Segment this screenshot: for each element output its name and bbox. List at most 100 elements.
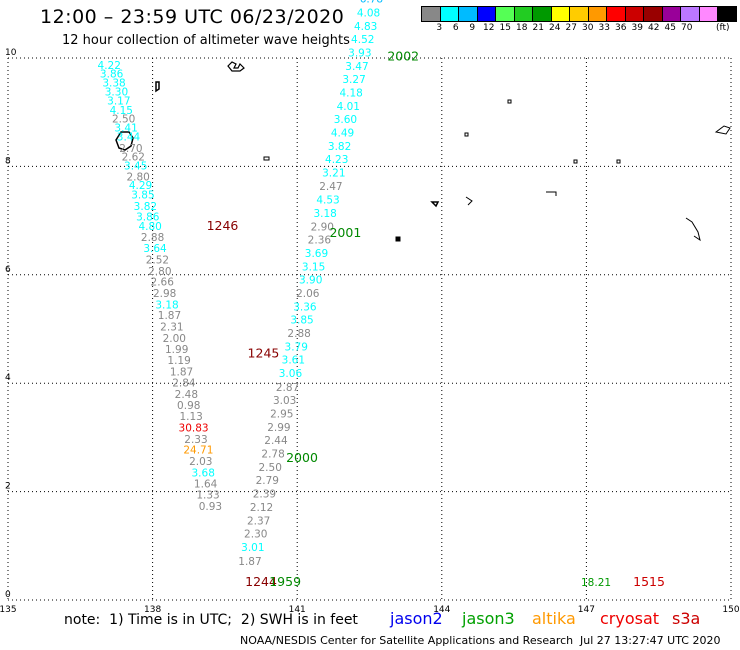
wave-height-point: 2.33 xyxy=(184,434,207,446)
wave-height-point: 2.88 xyxy=(141,232,164,244)
wave-height-point: 3.47 xyxy=(345,61,368,73)
wave-height-point: 4.15 xyxy=(110,105,133,117)
wave-height-point: 18.21 xyxy=(581,577,611,589)
wave-height-point: 2.50 xyxy=(259,462,282,474)
island xyxy=(227,61,245,72)
wave-height-point: 1.87 xyxy=(238,556,261,568)
wave-height-point: 3.38 xyxy=(102,78,125,90)
x-tick-label: 150 xyxy=(722,605,739,615)
colorbar-tick-label: 15 xyxy=(499,23,511,33)
wave-height-point: 4.83 xyxy=(354,21,377,33)
legend-cryosat: cryosat xyxy=(600,609,660,628)
wave-height-point: 3.69 xyxy=(305,248,328,260)
island xyxy=(714,125,731,135)
wave-height-point: 3.17 xyxy=(107,96,130,108)
wave-height-point: 4.08 xyxy=(357,7,380,19)
island xyxy=(465,196,473,206)
colorbar-tick-label: 39 xyxy=(631,23,643,33)
x-tick-label: 138 xyxy=(144,605,161,615)
legend-jason3: jason3 xyxy=(462,609,515,628)
footer-note: note: 1) Time is in UTC; 2) SWH is in fe… xyxy=(64,612,358,628)
wave-height-point: 4.22 xyxy=(98,60,121,72)
wave-height-point: 3.90 xyxy=(299,274,322,286)
wave-height-point: 4.23 xyxy=(325,154,348,166)
colorbar-tick-label: 70 xyxy=(681,23,693,33)
y-tick-label: 0 xyxy=(5,590,11,600)
colorbar-tick-label: 36 xyxy=(615,23,627,33)
colorbar-tick-label: 6 xyxy=(452,23,459,33)
colorbar-tick-label: 18 xyxy=(516,23,528,33)
island xyxy=(263,156,270,161)
wave-height-point: 3.60 xyxy=(334,114,357,126)
wave-height-point: 2.31 xyxy=(160,322,183,334)
wave-height-point: 2.62 xyxy=(122,151,145,163)
wave-height-point: 1.99 xyxy=(165,344,188,356)
wave-height-point: 1.87 xyxy=(170,367,193,379)
wave-height-point: 2.36 xyxy=(308,234,332,246)
wave-height-point: 3.82 xyxy=(134,201,157,213)
island xyxy=(685,217,701,242)
wave-height-point: 1.33 xyxy=(196,490,219,502)
chart-title: 12:00 – 23:59 UTC 06/23/2020 xyxy=(40,6,345,28)
wave-height-point: 4.01 xyxy=(337,101,360,113)
wave-height-point: 2.90 xyxy=(311,221,334,233)
wave-height-point: 3.01 xyxy=(241,542,264,554)
wave-height-point: 2.84 xyxy=(172,377,196,389)
island xyxy=(464,132,469,137)
x-tick-label: 147 xyxy=(578,605,595,615)
colorbar-tick-label: 3 xyxy=(436,23,443,33)
wave-height-point: 4.53 xyxy=(316,194,339,206)
island xyxy=(573,159,578,164)
wave-height-point: 2.39 xyxy=(253,489,276,501)
wave-height-point: 2.06 xyxy=(296,288,320,300)
wave-height-point: 4.18 xyxy=(339,87,362,99)
wave-height-point: 3.93 xyxy=(348,47,371,59)
island xyxy=(155,81,160,93)
wave-height-point: 3.82 xyxy=(328,141,351,153)
wave-height-point: 3.79 xyxy=(285,342,308,354)
wave-height-point: 3.18 xyxy=(313,208,336,220)
wave-height-point: 3.27 xyxy=(342,74,365,86)
colorbar-tick-label: 30 xyxy=(582,23,594,33)
legend-s3a: s3a xyxy=(672,609,701,628)
island xyxy=(430,201,440,208)
colorbar-tick-label: 9 xyxy=(469,23,476,33)
wave-height-point: 3.30 xyxy=(105,86,128,98)
data-marks: 4.223.863.383.303.174.152.503.413.442.70… xyxy=(98,0,665,589)
wave-height-point: 3.64 xyxy=(143,243,167,255)
wave-height-point: 24.71 xyxy=(183,445,213,457)
wave-height-point: 30.83 xyxy=(179,422,209,434)
chart-subtitle: 12 hour collection of altimeter wave hei… xyxy=(62,33,350,48)
y-tick-label: 2 xyxy=(5,482,11,492)
pass-time-label: 1959 xyxy=(269,574,301,589)
wave-height-point: 3.03 xyxy=(273,395,296,407)
wave-height-point: 2.47 xyxy=(319,181,342,193)
wave-height-point: 2.66 xyxy=(151,277,175,289)
wave-height-point: 3.68 xyxy=(192,467,215,479)
wave-height-point: 3.86 xyxy=(136,212,160,224)
x-tick-label: 144 xyxy=(433,605,450,615)
colorbar-tick-label: 33 xyxy=(598,23,610,33)
wave-height-point: 4.80 xyxy=(138,221,161,233)
colorbar xyxy=(421,6,737,22)
colorbar-unit: (ft) xyxy=(716,23,730,33)
wave-height-point: 1.19 xyxy=(167,355,190,367)
wave-height-point: 3.85 xyxy=(290,315,313,327)
wave-height-point: 2.80 xyxy=(148,266,171,278)
wave-height-point: 1.64 xyxy=(194,478,218,490)
wave-height-point: 2.99 xyxy=(267,422,290,434)
wave-height-point: 3.86 xyxy=(100,69,124,81)
wave-height-point: 1.13 xyxy=(179,411,202,423)
legend-altika: altika xyxy=(532,609,576,628)
pass-time-label: 2002 xyxy=(387,49,419,64)
wave-height-point: 1.87 xyxy=(158,310,181,322)
timestamp-text: Jul 27 13:27:47 UTC 2020 xyxy=(580,634,721,647)
colorbar-swatch xyxy=(717,6,737,22)
y-tick-label: 8 xyxy=(5,156,11,166)
island xyxy=(616,159,621,164)
x-tick-label: 135 xyxy=(0,605,17,615)
pass-time-label: 1246 xyxy=(207,218,239,233)
wave-height-point: 2.80 xyxy=(126,171,149,183)
wave-height-point: 2.12 xyxy=(250,502,273,514)
